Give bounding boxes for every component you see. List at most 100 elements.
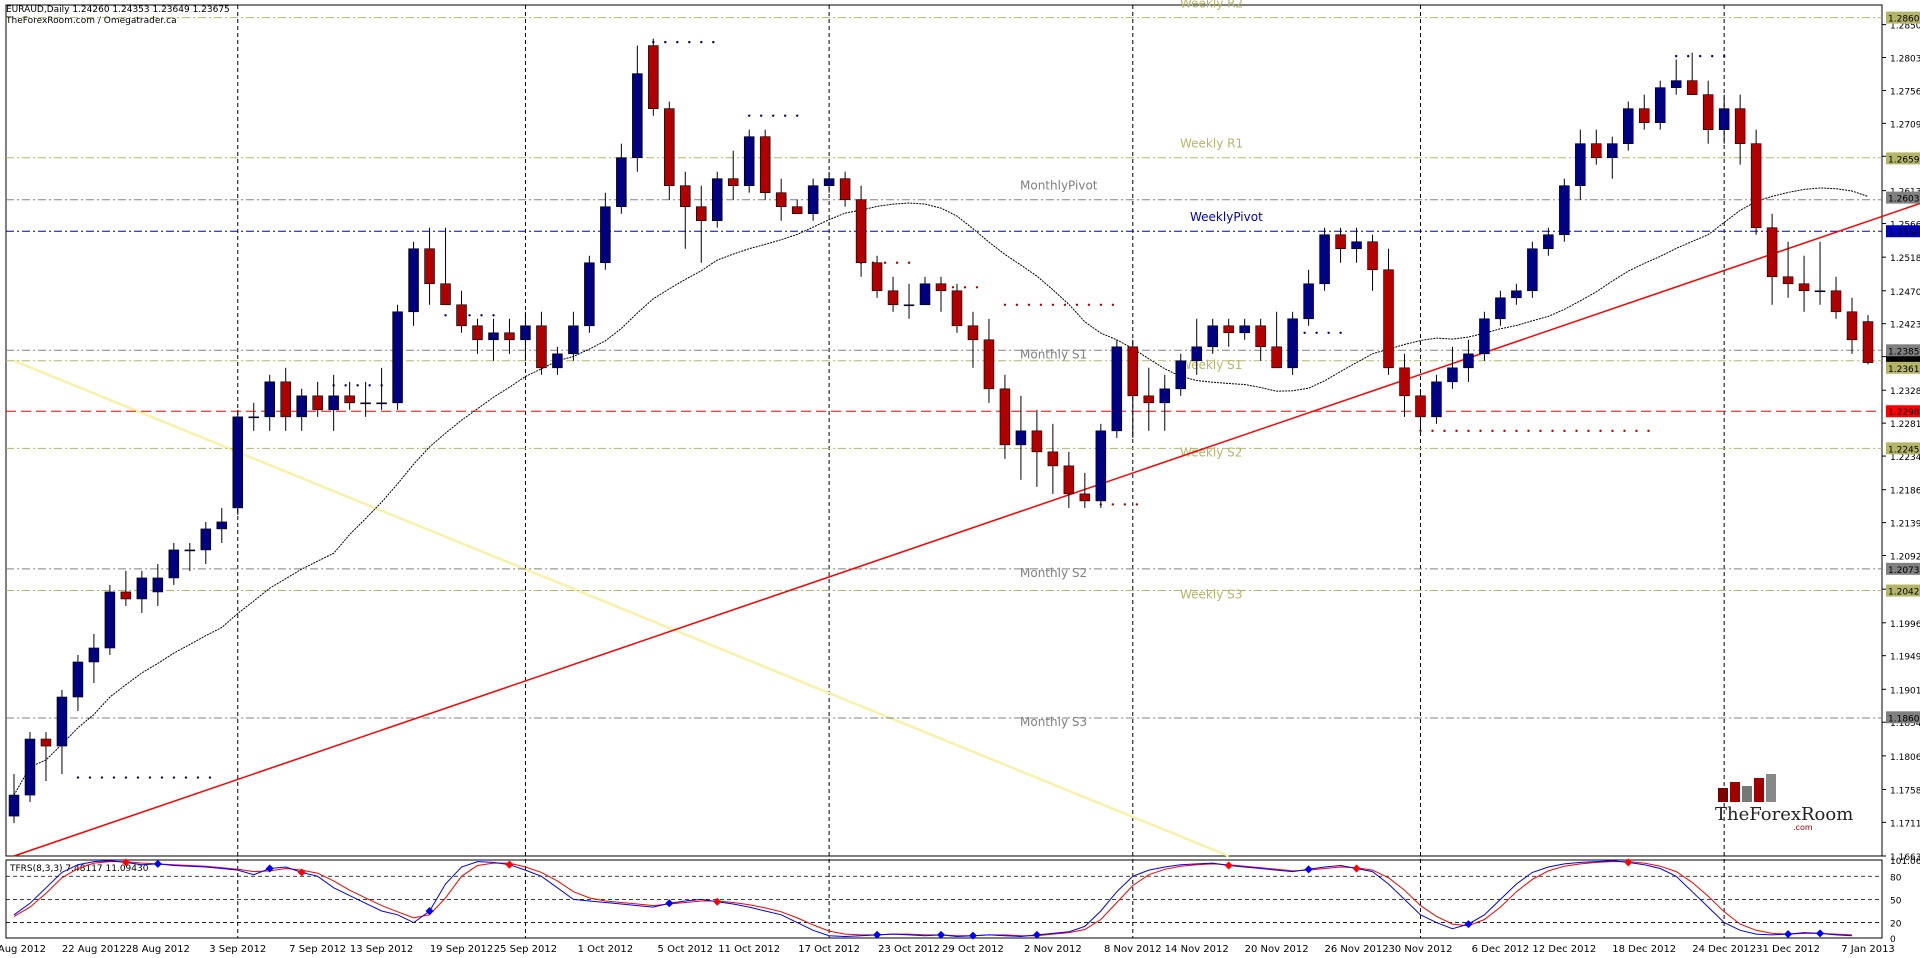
candle-body: [88, 647, 100, 663]
fractal-dot: [1491, 429, 1494, 433]
fractal-dot: [1699, 54, 1702, 58]
candle: [568, 311, 579, 361]
moving-average-line: [13, 187, 1869, 796]
candle-body: [1527, 248, 1538, 292]
logo: TheForexRoom .com: [1715, 774, 1853, 832]
candle: [967, 311, 979, 368]
candle: [1111, 339, 1123, 438]
candle-body: [1095, 430, 1107, 502]
fractal-dot: [1723, 54, 1726, 58]
candle: [648, 38, 659, 116]
candle: [1271, 311, 1282, 369]
candle: [1718, 94, 1730, 144]
date-label: 2 Nov 2012: [1024, 944, 1082, 955]
candle-body: [1718, 108, 1730, 130]
candle: [88, 633, 100, 683]
main-plot-frame: [5, 4, 1883, 857]
price-box: [1886, 191, 1920, 204]
fractal-dot: [712, 40, 715, 44]
ma-layer: [13, 187, 1869, 796]
candle-body: [727, 178, 739, 187]
price-tick-label: 1.17110: [1890, 819, 1920, 829]
candle: [855, 185, 867, 277]
candle-body: [1351, 241, 1362, 250]
candle-body: [1127, 346, 1139, 397]
fractal-dot: [1503, 429, 1506, 433]
candle-body: [1255, 325, 1266, 348]
candle-body: [568, 325, 579, 355]
date-label: 20 Nov 2012: [1245, 944, 1309, 955]
fractal-dot: [951, 286, 955, 289]
stochastic-cross-marker: [873, 930, 882, 939]
stochastic-cross-marker: [713, 897, 722, 906]
candle: [184, 542, 196, 571]
fractal-dot: [1111, 303, 1115, 306]
candle-body: [1734, 108, 1746, 144]
level-label: Monthly S3: [1020, 715, 1087, 729]
candle: [296, 388, 307, 431]
fractal-dot: [1039, 303, 1043, 306]
candle: [1095, 423, 1107, 508]
stochastic-cross-marker: [1224, 861, 1233, 870]
fractal-dot: [1539, 429, 1542, 433]
candle-body: [1367, 241, 1378, 271]
stochastic-cross-marker: [665, 899, 674, 908]
candle-body: [1319, 234, 1330, 285]
candle: [743, 129, 755, 193]
fractal-dot: [975, 286, 979, 289]
price-tick-label: 1.27560: [1890, 87, 1920, 97]
candle: [1223, 318, 1234, 347]
candle-body: [168, 549, 180, 579]
fractal-dot: [772, 114, 775, 117]
fractal-dot: [1455, 429, 1458, 433]
price-tick-label: 1.21860: [1890, 487, 1920, 497]
candle-body: [1654, 87, 1666, 123]
level-label: Weekly S2: [1180, 445, 1242, 459]
candle: [1015, 395, 1027, 480]
candle: [935, 276, 947, 312]
price-box-label: 1.28600: [1888, 15, 1920, 25]
price-box-label: 1.23850: [1888, 347, 1920, 357]
fractal-dot: [1515, 429, 1518, 433]
price-box-label: 1.23614: [1888, 365, 1920, 375]
level-label: Monthly S1: [1020, 347, 1087, 361]
candle: [152, 563, 164, 606]
fractal-dot: [1087, 303, 1091, 306]
candle: [1287, 311, 1298, 375]
stochastic-cross-marker: [121, 858, 130, 867]
candle-body: [1607, 143, 1618, 158]
candle: [1623, 101, 1634, 151]
candle-body: [184, 549, 196, 552]
fractal-dot: [356, 384, 359, 387]
candle-body: [1063, 465, 1075, 495]
candle-body: [1399, 367, 1410, 397]
logo-bar-3: [1742, 786, 1752, 802]
logo-text: TheForexRoom: [1715, 804, 1853, 825]
price-box-label: 1.20423: [1888, 588, 1920, 598]
fractal-dot: [1051, 303, 1055, 306]
candle-body: [520, 325, 531, 341]
date-label: 22 Aug 2012: [62, 944, 126, 955]
candle: [248, 402, 259, 431]
stochastic-panel: 101.0672 80 50 20 0 TFRS(8,3,3) 7.48117 11.09…: [6, 857, 1920, 945]
stochastic-tick-label: 0: [1890, 935, 1896, 945]
level-label: Weekly R2: [1180, 0, 1243, 11]
date-label: 11 Oct 2012: [718, 944, 780, 955]
fractal-dot: [148, 776, 152, 779]
fractal-dot: [368, 384, 371, 387]
price-box-label: 1.26592: [1888, 155, 1920, 165]
level-label: Weekly S1: [1180, 358, 1242, 372]
stochastic-cross-marker: [1624, 858, 1633, 867]
candle: [759, 129, 771, 200]
price-box-label: 1.25546: [1888, 228, 1920, 238]
candle: [488, 318, 499, 361]
fractal-dot: [1123, 503, 1127, 506]
fractal-dot: [1551, 429, 1554, 433]
candle: [472, 318, 483, 354]
candle: [1654, 80, 1666, 130]
logo-subtext: .com: [1793, 823, 1813, 832]
stochastic-cross-marker: [1304, 865, 1313, 874]
candle: [456, 290, 467, 333]
candle: [1766, 213, 1778, 305]
